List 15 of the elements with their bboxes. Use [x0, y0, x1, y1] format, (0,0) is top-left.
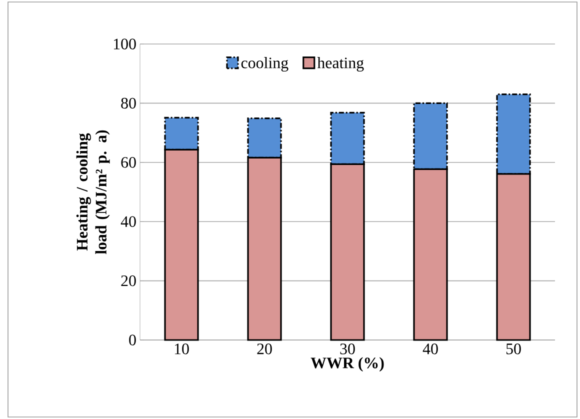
- y-tick-label: 80: [121, 98, 136, 109]
- x-axis-title: WWR (%): [310, 357, 384, 372]
- y-tick-label: 40: [120, 216, 136, 227]
- y-tick-label: 100: [114, 38, 136, 50]
- legend-label: cooling: [241, 57, 288, 72]
- x-tick-label: 10: [174, 344, 189, 354]
- x-tick-label: 40: [422, 344, 438, 354]
- legend-label: heating: [317, 57, 364, 72]
- y-tick-label: 20: [121, 275, 136, 286]
- y-tick-label: 60: [121, 157, 136, 168]
- x-tick-label: 50: [506, 344, 521, 354]
- y-tick-label: 0: [129, 334, 136, 346]
- y-axis-title: Heating / cooling load (MJ/m² p. a): [76, 130, 110, 254]
- x-tick-label: 20: [257, 344, 272, 354]
- x-tick-label: 30: [340, 344, 355, 354]
